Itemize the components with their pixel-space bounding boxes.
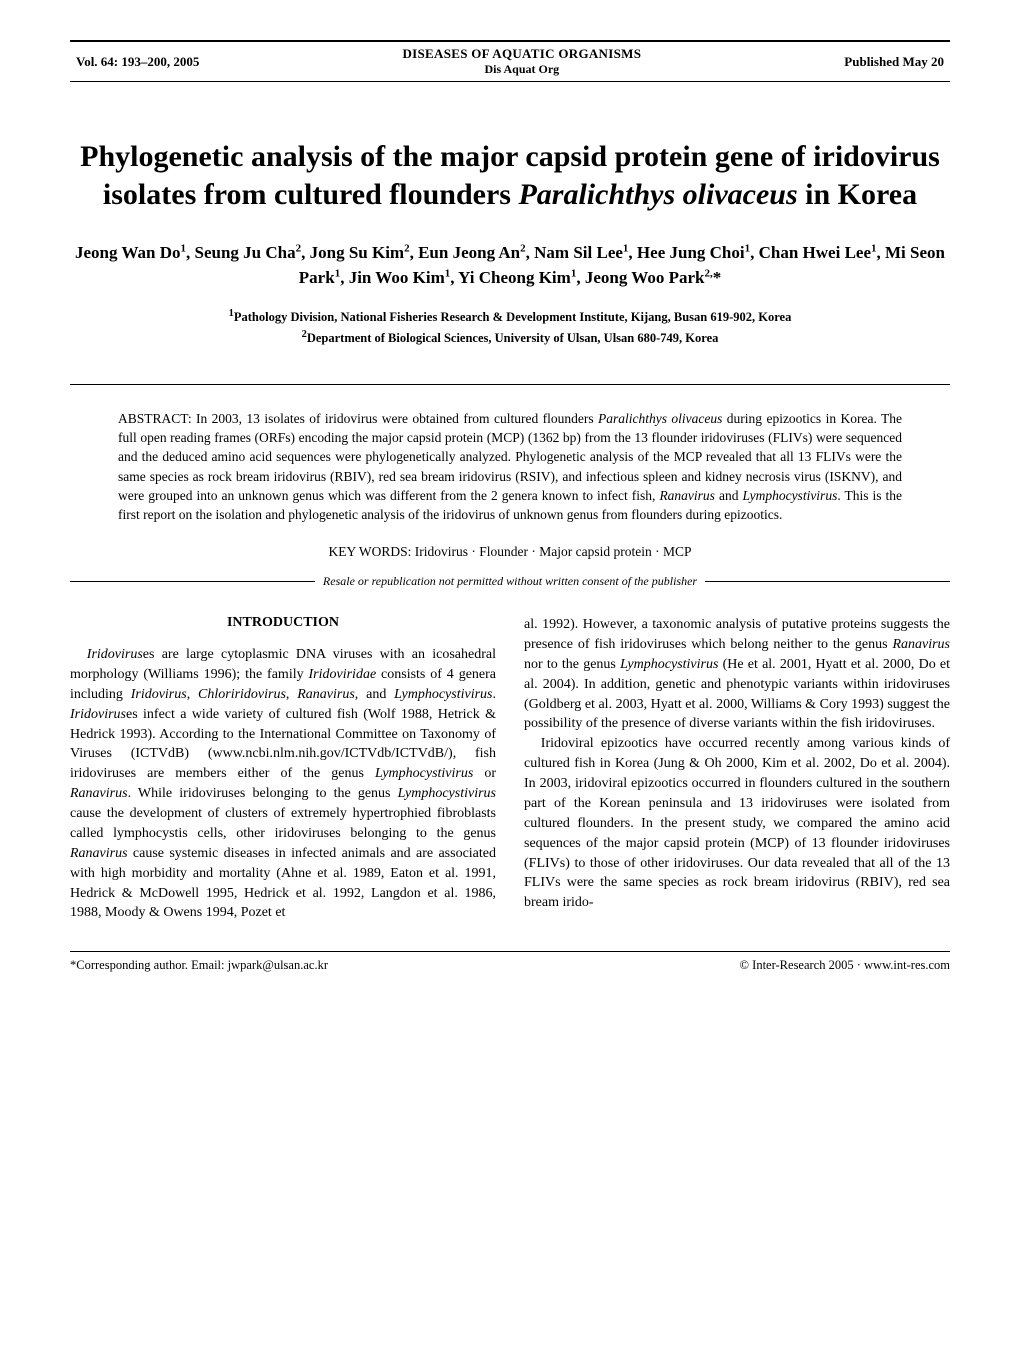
keywords-text: Iridovirus · Flounder · Major capsid pro…: [415, 544, 692, 559]
journal-title-abbr: Dis Aquat Org: [402, 62, 641, 77]
right-column: al. 1992). However, a taxonomic analysis…: [524, 615, 950, 923]
rule-left: [70, 581, 315, 582]
intro-paragraph-right-continuation: al. 1992). However, a taxonomic analysis…: [524, 615, 950, 734]
publication-date: Published May 20: [844, 54, 950, 70]
corresponding-author: *Corresponding author. Email: jwpark@uls…: [70, 958, 328, 973]
page-footer: *Corresponding author. Email: jwpark@uls…: [70, 951, 950, 973]
journal-title-full: DISEASES OF AQUATIC ORGANISMS: [402, 46, 641, 62]
copyright-line: © Inter-Research 2005 · www.int-res.com: [740, 958, 950, 973]
article-title: Phylogenetic analysis of the major capsi…: [70, 138, 950, 213]
rule-right: [705, 581, 950, 582]
divider-top: [70, 384, 950, 385]
keywords-line: KEY WORDS: Iridovirus · Flounder · Major…: [118, 544, 902, 560]
affiliation-list: 1Pathology Division, National Fisheries …: [70, 306, 950, 348]
author-list: Jeong Wan Do1, Seung Ju Cha2, Jong Su Ki…: [70, 241, 950, 290]
journal-title-block: DISEASES OF AQUATIC ORGANISMS Dis Aquat …: [402, 46, 641, 77]
intro-paragraph-left: Iridoviruses are large cytoplasmic DNA v…: [70, 645, 496, 923]
keywords-label: KEY WORDS:: [329, 544, 415, 559]
body-columns: INTRODUCTION Iridoviruses are large cyto…: [70, 615, 950, 923]
volume-pages: Vol. 64: 193–200, 2005: [70, 54, 199, 70]
abstract-label: ABSTRACT:: [118, 411, 196, 426]
intro-paragraph-right-2: Iridoviral epizootics have occurred rece…: [524, 734, 950, 913]
abstract-text: In 2003, 13 isolates of iridovirus were …: [118, 411, 902, 522]
section-heading-introduction: INTRODUCTION: [70, 615, 496, 631]
journal-header: Vol. 64: 193–200, 2005 DISEASES OF AQUAT…: [70, 40, 950, 82]
abstract-block: ABSTRACT: In 2003, 13 isolates of iridov…: [118, 409, 902, 524]
republication-text: Resale or republication not permitted wi…: [315, 574, 705, 589]
republication-notice: Resale or republication not permitted wi…: [70, 574, 950, 589]
left-column: INTRODUCTION Iridoviruses are large cyto…: [70, 615, 496, 923]
